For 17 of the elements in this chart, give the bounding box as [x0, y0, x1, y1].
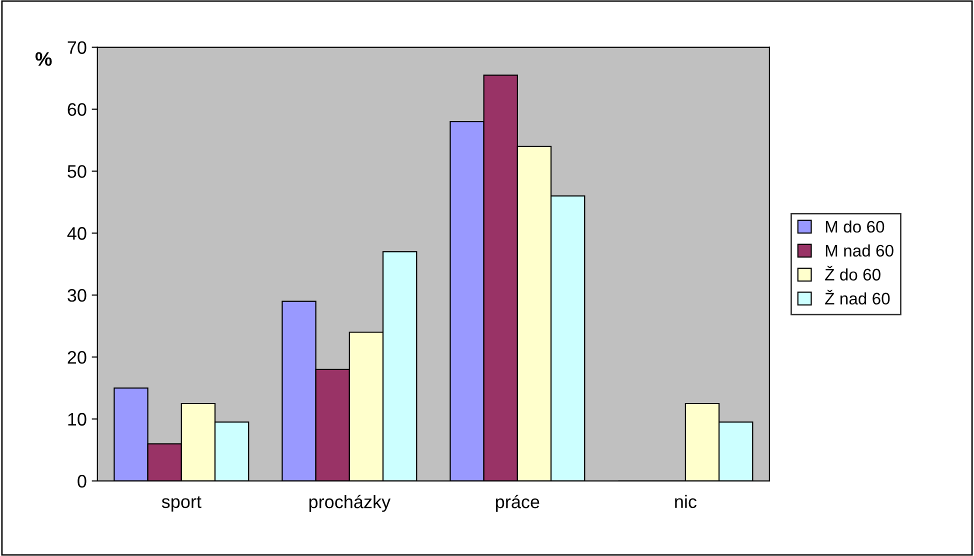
y-tick-label: 0 — [78, 474, 86, 488]
x-tick-label: práce — [496, 494, 540, 512]
y-tick-label: 20 — [68, 350, 86, 364]
legend-label: M nad 60 — [826, 244, 894, 257]
x-tick-label: sport — [162, 496, 202, 512]
x-tick-label: procházky — [309, 494, 391, 512]
y-tick-label: 60 — [68, 103, 86, 116]
legend-label: Ž do 60 — [825, 266, 880, 281]
y-tick-label: 10 — [68, 412, 86, 426]
legend-label: Ž nad 60 — [825, 290, 890, 305]
y-axis-title: % — [35, 52, 52, 66]
y-tick-label: 70 — [68, 41, 86, 54]
x-tick-label: nic — [675, 494, 697, 508]
y-tick-label: 30 — [68, 289, 86, 302]
y-tick-label: 50 — [68, 165, 86, 178]
y-tick-label: 40 — [67, 227, 86, 240]
legend-label: M do 60 — [826, 220, 884, 233]
